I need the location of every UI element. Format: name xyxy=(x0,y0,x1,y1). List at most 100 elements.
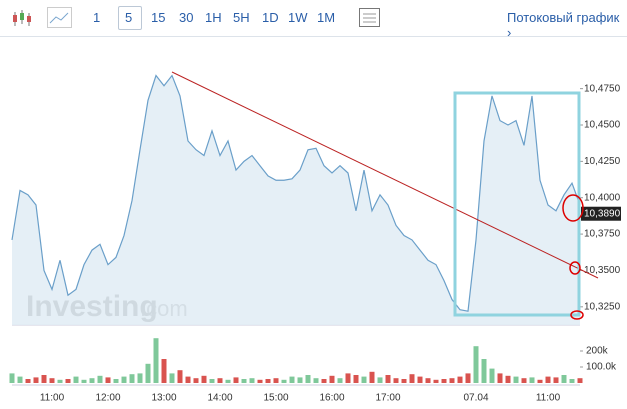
volume-bar xyxy=(185,376,191,383)
volume-bar xyxy=(569,379,575,383)
volume-bar xyxy=(153,338,159,383)
volume-bar xyxy=(89,378,95,383)
x-tick-label: 14:00 xyxy=(207,393,232,404)
volume-tick-label: 100.0k xyxy=(586,362,617,373)
interval-button[interactable]: 5 xyxy=(125,10,133,25)
volume-bar xyxy=(137,373,143,383)
interval-button[interactable]: 1M xyxy=(317,10,336,25)
volume-bar xyxy=(345,373,351,383)
x-tick-label: 16:00 xyxy=(319,393,344,404)
x-tick-label: 15:00 xyxy=(263,393,288,404)
toolbar: Потоковый график › 1 5 15 30 1H 5H 1D 1W 1M xyxy=(0,0,627,40)
volume-bar xyxy=(321,379,327,383)
volume-bar xyxy=(25,379,31,383)
line xyxy=(11,74,581,312)
volume-bar xyxy=(57,379,63,383)
area-icon[interactable] xyxy=(47,7,73,29)
y-tick-label: 10,4500 xyxy=(584,120,621,131)
volume-bar xyxy=(281,379,287,383)
volume-bar xyxy=(113,379,119,383)
marker-circle xyxy=(562,194,584,222)
volume-bar xyxy=(369,371,375,383)
volume-bar xyxy=(337,378,343,383)
volume-bar xyxy=(265,379,271,383)
volume-bar xyxy=(249,378,255,383)
interval-button[interactable]: 15 xyxy=(151,10,166,25)
volume-bar xyxy=(129,374,135,383)
volume-tick-label: 200k xyxy=(586,346,609,357)
volume-bar xyxy=(33,377,39,383)
volume-bar xyxy=(201,375,207,383)
volume-bar xyxy=(529,377,535,383)
volume-bar xyxy=(505,375,511,383)
interval-button[interactable]: 1 xyxy=(93,10,101,25)
volume-bar xyxy=(409,374,415,383)
volume-bar xyxy=(297,377,303,383)
volume-bar xyxy=(273,378,279,383)
y-tick-label: 10,4250 xyxy=(584,156,621,167)
volume-bar xyxy=(257,379,263,383)
y-tick-label: 10,3250 xyxy=(584,301,621,312)
x-tick-label: 07.04 xyxy=(463,393,488,404)
last-value-label: 10,3890 xyxy=(584,208,621,219)
volume-bar xyxy=(233,377,239,383)
volume-bar xyxy=(497,373,503,383)
interval-button[interactable]: 5H xyxy=(233,10,250,25)
volume-bar xyxy=(161,359,167,383)
last-value-box xyxy=(581,206,621,221)
volume-bar xyxy=(545,376,551,383)
x-tick-label: 11:00 xyxy=(536,393,561,404)
volume-bar xyxy=(49,378,55,383)
y-tick-label: 10,4750 xyxy=(584,83,621,94)
interval-button[interactable]: 30 xyxy=(179,10,194,25)
volume-bar xyxy=(457,376,463,383)
volume-bar xyxy=(513,376,519,383)
interval-button[interactable]: 1D xyxy=(262,10,279,25)
table-icon[interactable] xyxy=(358,7,382,29)
volume-bar xyxy=(217,378,223,383)
volume-bar xyxy=(521,378,527,383)
volume-bar xyxy=(361,376,367,383)
volume-bar xyxy=(17,376,23,383)
x-tick-label: 12:00 xyxy=(95,393,120,404)
volume-bar xyxy=(313,378,319,383)
volume-bar xyxy=(305,375,311,383)
trend-line xyxy=(171,71,599,279)
volume-bar xyxy=(553,377,559,383)
volume-bar xyxy=(441,379,447,383)
volume-bar xyxy=(449,378,455,383)
interval-button[interactable]: 1W xyxy=(288,10,308,25)
volume-bar xyxy=(193,378,199,383)
volume-bar xyxy=(177,370,183,383)
x-tick-label: 13:00 xyxy=(151,393,176,404)
volume-bar xyxy=(329,375,335,383)
volume-bar xyxy=(225,379,231,383)
volume-bar xyxy=(433,379,439,383)
selected-box xyxy=(118,6,142,30)
x-tick-label: 11:00 xyxy=(40,393,65,404)
y-tick-label: 10,4000 xyxy=(584,192,621,203)
volume-bar xyxy=(353,375,359,383)
streaming-link[interactable]: Потоковый график › xyxy=(507,10,620,40)
volume-bar xyxy=(169,373,175,383)
volume-bar xyxy=(401,379,407,383)
volume-bar xyxy=(385,375,391,383)
candle-icon[interactable] xyxy=(8,4,48,34)
marker-circle xyxy=(569,261,581,275)
volume-bar xyxy=(377,377,383,383)
volume-bar xyxy=(481,359,487,383)
interval-button[interactable]: 1H xyxy=(205,10,222,25)
volume-bar xyxy=(145,363,151,383)
volume-bar xyxy=(289,376,295,383)
highlight-box xyxy=(453,91,581,317)
volume-bar xyxy=(417,376,423,383)
volume-bar xyxy=(489,368,495,383)
volume-bar xyxy=(41,375,47,383)
volume-bar xyxy=(561,375,567,383)
volume-bar xyxy=(465,373,471,383)
volume-bar xyxy=(81,379,87,383)
volume-bar xyxy=(537,379,543,383)
y-tick-label: 10,3500 xyxy=(584,265,621,276)
